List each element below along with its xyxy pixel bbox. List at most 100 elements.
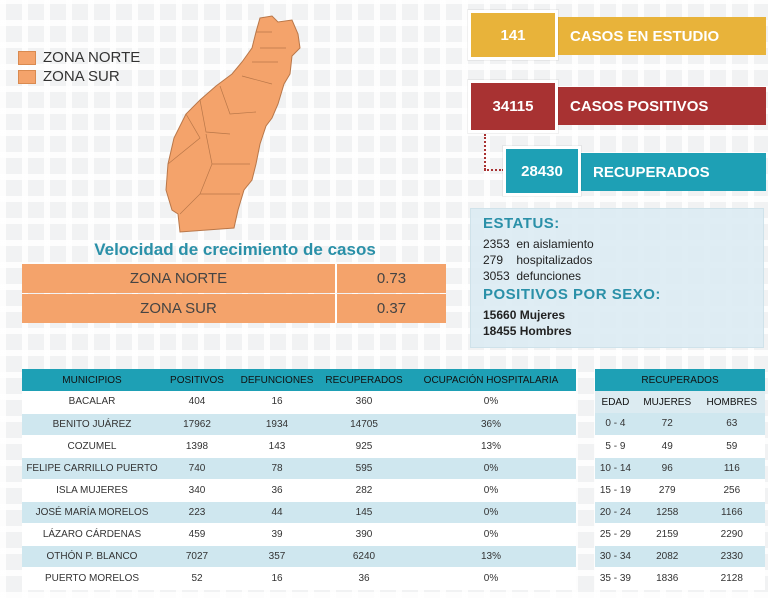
- table-cell: 5 - 9: [595, 435, 636, 458]
- table-cell: 39: [232, 523, 322, 546]
- table-cell: 36: [322, 567, 406, 590]
- table-row[interactable]: 25 - 29 2159 2290: [595, 523, 765, 546]
- table-cell: 10 - 14: [595, 457, 636, 480]
- table-cell: 6240: [322, 545, 406, 568]
- column-header[interactable]: DEFUNCIONES: [232, 369, 322, 391]
- column-header[interactable]: OCUPACIÓN HOSPITALARIA: [406, 369, 576, 391]
- table-cell: 25 - 29: [595, 523, 636, 546]
- growth-zone-label: ZONA SUR: [22, 294, 337, 323]
- table-cell: 360: [322, 391, 406, 414]
- table-cell: 1934: [232, 413, 322, 436]
- growth-zone-label: ZONA NORTE: [22, 264, 337, 293]
- table-row[interactable]: 10 - 14 96 116: [595, 457, 765, 480]
- table-row[interactable]: 5 - 9 49 59: [595, 435, 765, 458]
- status-title: ESTATUS:: [483, 215, 560, 232]
- table-cell: 340: [162, 479, 232, 502]
- table-row[interactable]: 35 - 39 1836 2128: [595, 567, 765, 590]
- status-line-defunciones: 3053 defunciones: [483, 269, 582, 283]
- table-cell: 595: [322, 457, 406, 480]
- table-cell: 223: [162, 501, 232, 524]
- column-header[interactable]: MUJERES: [635, 391, 699, 413]
- table-cell: 44: [232, 501, 322, 524]
- table-title: RECUPERADOS: [595, 369, 765, 391]
- table-cell: COZUMEL: [22, 435, 162, 458]
- growth-value: 0.37: [376, 300, 407, 317]
- table-cell: 36%: [406, 413, 576, 436]
- table-row[interactable]: JOSÉ MARÍA MORELOS 223 44 145 0%: [22, 501, 576, 524]
- table-cell: 0%: [406, 567, 576, 590]
- recuperados-edad-table: RECUPERADOS EDAD MUJERES HOMBRES 0 - 4 72…: [595, 369, 765, 590]
- table-row[interactable]: OTHÓN P. BLANCO 7027 357 6240 13%: [22, 545, 576, 568]
- recuperados-label: RECUPERADOS: [581, 153, 766, 191]
- quintana-roo-map[interactable]: [160, 14, 310, 238]
- table-cell: ISLA MUJERES: [22, 479, 162, 502]
- legend-item-norte: ZONA NORTE: [18, 48, 140, 67]
- table-cell: 52: [162, 567, 232, 590]
- casos-estudio-count: 141: [467, 9, 559, 61]
- column-header[interactable]: MUNICIPIOS: [22, 369, 162, 391]
- legend-label-sur: ZONA SUR: [43, 68, 120, 85]
- table-header-row: EDAD MUJERES HOMBRES: [595, 391, 765, 413]
- municipios-table: MUNICIPIOS POSITIVOS DEFUNCIONES RECUPER…: [22, 369, 576, 590]
- table-cell: 7027: [162, 545, 232, 568]
- map-legend: ZONA NORTE ZONA SUR: [18, 48, 140, 86]
- table-cell: 0%: [406, 523, 576, 546]
- table-cell: 143: [232, 435, 322, 458]
- table-cell: PUERTO MORELOS: [22, 567, 162, 590]
- map-state-shape[interactable]: [165, 15, 301, 233]
- table-header-row: MUNICIPIOS POSITIVOS DEFUNCIONES RECUPER…: [22, 369, 576, 391]
- table-row[interactable]: FELIPE CARRILLO PUERTO 740 78 595 0%: [22, 457, 576, 480]
- table-cell: 20 - 24: [595, 501, 636, 524]
- table-row[interactable]: ISLA MUJERES 340 36 282 0%: [22, 479, 576, 502]
- table-row[interactable]: BACALAR 404 16 360 0%: [22, 391, 576, 414]
- table-cell: 49: [635, 435, 699, 458]
- table-cell: 30 - 34: [595, 545, 636, 568]
- casos-positivos-count: 34115: [467, 79, 559, 134]
- column-header[interactable]: HOMBRES: [698, 391, 765, 413]
- municipios-table-body: BACALAR 404 16 360 0% BENITO JUÁREZ 17962 1934 1…: [22, 391, 576, 590]
- table-title-row: RECUPERADOS: [595, 369, 765, 391]
- table-cell: FELIPE CARRILLO PUERTO: [22, 457, 162, 480]
- table-cell: 0 - 4: [595, 413, 636, 436]
- table-cell: LÁZARO CÁRDENAS: [22, 523, 162, 546]
- table-row[interactable]: 15 - 19 279 256: [595, 479, 765, 502]
- table-row[interactable]: LÁZARO CÁRDENAS 459 39 390 0%: [22, 523, 576, 546]
- table-cell: BACALAR: [22, 391, 162, 414]
- table-cell: 1258: [635, 501, 699, 524]
- table-cell: 256: [698, 479, 765, 502]
- table-cell: 15 - 19: [595, 479, 636, 502]
- casos-estudio-label: CASOS EN ESTUDIO: [558, 17, 766, 55]
- table-cell: 1398: [162, 435, 232, 458]
- table-cell: 16: [232, 391, 322, 414]
- table-cell: 96: [635, 457, 699, 480]
- table-cell: 13%: [406, 545, 576, 568]
- table-row[interactable]: 0 - 4 72 63: [595, 413, 765, 436]
- table-cell: 35 - 39: [595, 567, 636, 590]
- table-cell: 390: [322, 523, 406, 546]
- column-header[interactable]: EDAD: [595, 391, 636, 413]
- column-header[interactable]: POSITIVOS: [162, 369, 232, 391]
- table-cell: 0%: [406, 457, 576, 480]
- recuperados-edad-body: 0 - 4 72 63 5 - 9 49 59 10 - 14 96 116 15 - 19 279…: [595, 413, 765, 590]
- growth-row-sur: ZONA SUR 0.37: [22, 294, 446, 323]
- table-row[interactable]: BENITO JUÁREZ 17962 1934 14705 36%: [22, 413, 576, 436]
- column-header[interactable]: RECUPERADOS: [322, 369, 406, 391]
- table-row[interactable]: PUERTO MORELOS 52 16 36 0%: [22, 567, 576, 590]
- connector-vertical: [484, 134, 486, 170]
- table-row[interactable]: 20 - 24 1258 1166: [595, 501, 765, 524]
- table-cell: 0%: [406, 479, 576, 502]
- growth-row-norte: ZONA NORTE 0.73: [22, 264, 446, 293]
- legend-item-sur: ZONA SUR: [18, 67, 140, 86]
- table-row[interactable]: 30 - 34 2082 2330: [595, 545, 765, 568]
- table-cell: 0%: [406, 391, 576, 414]
- table-cell: 78: [232, 457, 322, 480]
- growth-table: ZONA NORTE 0.73 ZONA SUR 0.37: [22, 264, 446, 324]
- table-cell: OTHÓN P. BLANCO: [22, 545, 162, 568]
- table-cell: 1836: [635, 567, 699, 590]
- legend-label-norte: ZONA NORTE: [43, 49, 141, 66]
- table-cell: 1166: [698, 501, 765, 524]
- legend-swatch-sur: [18, 69, 36, 84]
- table-row[interactable]: COZUMEL 1398 143 925 13%: [22, 435, 576, 458]
- table-cell: 0%: [406, 501, 576, 524]
- table-cell: 13%: [406, 435, 576, 458]
